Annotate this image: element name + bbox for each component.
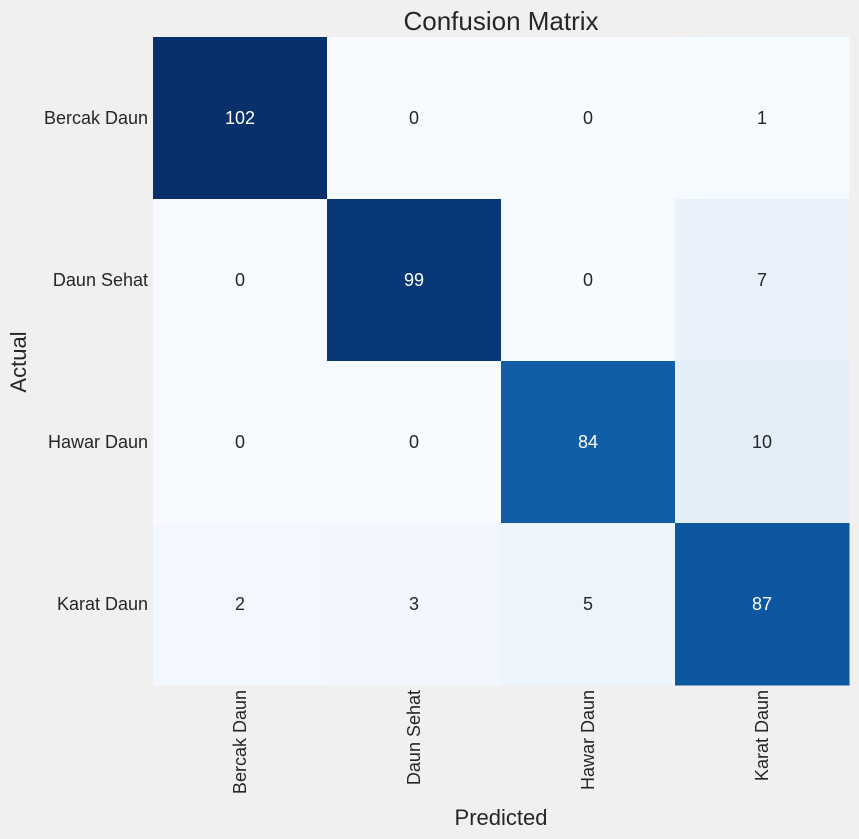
cell-value-label: 0 bbox=[235, 432, 245, 452]
heatmap-cell bbox=[501, 37, 676, 200]
cell-value-label: 99 bbox=[404, 270, 424, 290]
x-axis-tick-labels: Bercak Daun Daun Sehat Hawar Daun Karat Dau… bbox=[230, 690, 772, 794]
x-tick-label: Bercak Daun bbox=[230, 690, 250, 794]
y-axis-tick-labels: Bercak Daun Daun Sehat Hawar Daun Karat Dau… bbox=[44, 108, 148, 614]
cell-value-label: 84 bbox=[578, 432, 598, 452]
cell-value-label: 5 bbox=[583, 594, 593, 614]
cell-value-labels: 102 0 0 10 99 0 70 0 84 102 3 5 87 bbox=[225, 108, 772, 614]
cell-value-label: 102 bbox=[225, 108, 255, 128]
y-tick-label: Hawar Daun bbox=[48, 432, 148, 452]
cell-value-label: 87 bbox=[752, 594, 772, 614]
heatmap-cell bbox=[675, 361, 850, 524]
cell-value-label: 2 bbox=[235, 594, 245, 614]
x-tick-label: Hawar Daun bbox=[578, 690, 598, 790]
heatmap-cell bbox=[327, 361, 502, 524]
heatmap-cell bbox=[501, 523, 676, 686]
heatmap-cell bbox=[501, 199, 676, 362]
heatmap-cell bbox=[675, 199, 850, 362]
heatmap-cell bbox=[327, 199, 502, 362]
y-tick-label: Daun Sehat bbox=[53, 270, 148, 290]
heatmap-cell bbox=[501, 361, 676, 524]
cell-value-label: 0 bbox=[583, 108, 593, 128]
x-tick-label: Daun Sehat bbox=[404, 690, 424, 785]
cell-value-label: 0 bbox=[583, 270, 593, 290]
heatmap-cell bbox=[675, 37, 850, 200]
cell-value-label: 3 bbox=[409, 594, 419, 614]
cell-value-label: 1 bbox=[757, 108, 767, 128]
y-tick-label: Karat Daun bbox=[57, 594, 148, 614]
y-axis-label: Actual bbox=[6, 331, 31, 392]
y-tick-label: Bercak Daun bbox=[44, 108, 148, 128]
heatmap-cell bbox=[327, 37, 502, 200]
cell-value-label: 10 bbox=[752, 432, 772, 452]
x-axis-label: Predicted bbox=[455, 805, 548, 830]
heatmap-cell bbox=[327, 523, 502, 686]
heatmap-cell bbox=[153, 361, 328, 524]
heatmap-cell bbox=[675, 523, 850, 686]
heatmap-cell bbox=[153, 199, 328, 362]
cell-value-label: 0 bbox=[409, 432, 419, 452]
heatmap-cell bbox=[153, 37, 328, 200]
x-tick-label: Karat Daun bbox=[752, 690, 772, 781]
chart-title: Confusion Matrix bbox=[403, 6, 598, 36]
heatmap-cells bbox=[153, 37, 850, 686]
cell-value-label: 7 bbox=[757, 270, 767, 290]
heatmap-cell bbox=[153, 523, 328, 686]
cell-value-label: 0 bbox=[409, 108, 419, 128]
cell-value-label: 0 bbox=[235, 270, 245, 290]
